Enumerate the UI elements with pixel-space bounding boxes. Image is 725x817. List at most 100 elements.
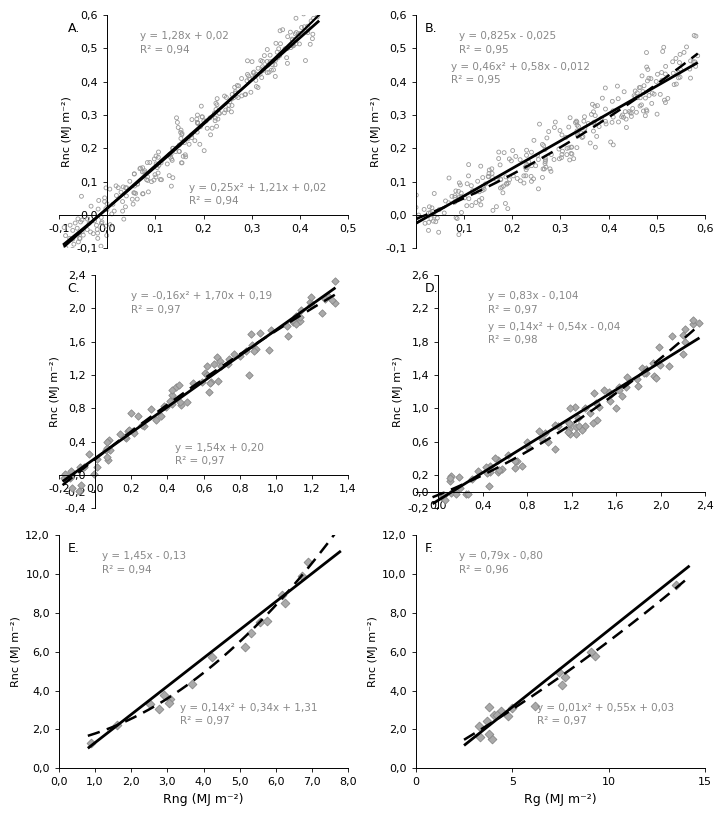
Point: [597, 92, 608, 105]
Point: [265, 49, 276, 62]
Point: [477, 180, 489, 193]
Point: [59, 467, 70, 480]
Text: y = 0,46x² + 0,58x - 0,012
R² = 0,95: y = 0,46x² + 0,58x - 0,012 R² = 0,95: [450, 62, 589, 85]
Point: [588, 116, 600, 129]
Point: [566, 141, 577, 154]
Point: [146, 402, 157, 415]
Point: [61, 252, 72, 266]
Point: [554, 152, 566, 165]
Point: [248, 345, 260, 358]
Point: [449, 191, 460, 204]
Point: [219, 90, 231, 103]
Point: [289, 27, 301, 40]
Point: [96, 217, 107, 230]
Point: [152, 151, 164, 164]
Point: [268, 63, 279, 76]
Point: [566, 147, 577, 160]
Point: [576, 424, 588, 437]
Point: [631, 87, 643, 100]
Point: [640, 367, 652, 380]
Point: [444, 471, 456, 484]
Point: [265, 64, 277, 77]
Point: [86, 736, 97, 749]
Point: [254, 615, 266, 628]
Point: [658, 41, 669, 54]
Point: [206, 651, 218, 664]
Point: [571, 115, 583, 128]
Point: [99, 195, 110, 208]
Point: [138, 166, 150, 179]
Text: y = 1,45x - 0,13
R² = 0,94: y = 1,45x - 0,13 R² = 0,94: [102, 551, 186, 574]
Y-axis label: Rnc (MJ m⁻²): Rnc (MJ m⁻²): [371, 96, 381, 167]
Text: y = 0,79x - 0,80
R² = 0,96: y = 0,79x - 0,80 R² = 0,96: [459, 551, 543, 574]
Point: [480, 177, 492, 190]
Point: [212, 375, 223, 388]
Point: [117, 181, 129, 194]
Point: [137, 187, 149, 200]
Point: [279, 597, 291, 610]
Point: [173, 121, 184, 134]
Point: [431, 212, 443, 225]
Point: [470, 196, 481, 209]
Point: [310, 0, 321, 11]
Point: [690, 60, 702, 73]
Point: [425, 206, 436, 219]
Point: [689, 29, 700, 42]
Point: [200, 114, 212, 127]
Point: [428, 215, 439, 228]
Point: [276, 588, 288, 601]
Point: [591, 396, 602, 409]
Point: [294, 38, 305, 51]
Point: [172, 116, 183, 129]
Point: [156, 173, 167, 186]
Point: [100, 220, 112, 233]
Point: [196, 100, 207, 113]
Point: [243, 69, 254, 83]
Point: [110, 179, 122, 192]
Point: [92, 232, 104, 245]
Y-axis label: Rnc (MJ m⁻²): Rnc (MJ m⁻²): [50, 356, 60, 427]
Point: [573, 120, 584, 133]
Point: [587, 417, 599, 430]
Point: [455, 178, 466, 191]
Point: [186, 113, 198, 126]
Point: [573, 129, 584, 142]
Point: [166, 398, 178, 411]
Point: [489, 709, 500, 722]
Point: [100, 444, 112, 457]
Point: [469, 185, 481, 199]
Point: [687, 314, 699, 327]
Point: [582, 117, 594, 130]
Point: [439, 493, 451, 507]
Point: [641, 60, 652, 74]
Point: [72, 253, 83, 266]
Point: [670, 52, 681, 65]
Point: [486, 163, 497, 176]
Point: [453, 228, 465, 241]
Point: [647, 356, 659, 369]
Point: [498, 146, 510, 159]
Point: [497, 186, 509, 199]
Point: [502, 202, 513, 215]
Y-axis label: Rnc (MJ m⁻²): Rnc (MJ m⁻²): [393, 356, 403, 427]
Point: [59, 229, 71, 242]
Point: [180, 150, 191, 163]
Point: [500, 197, 511, 210]
Point: [131, 178, 143, 191]
Point: [58, 221, 70, 234]
Point: [281, 57, 293, 70]
Point: [298, 2, 310, 16]
Point: [507, 144, 518, 157]
Point: [463, 169, 474, 182]
Point: [539, 143, 551, 156]
Point: [66, 233, 78, 246]
Point: [605, 394, 616, 407]
Point: [576, 127, 587, 140]
Point: [91, 461, 102, 474]
Point: [201, 359, 212, 373]
Point: [521, 161, 533, 174]
Point: [175, 398, 186, 411]
Point: [241, 74, 253, 87]
Point: [496, 705, 507, 718]
Point: [65, 219, 76, 232]
